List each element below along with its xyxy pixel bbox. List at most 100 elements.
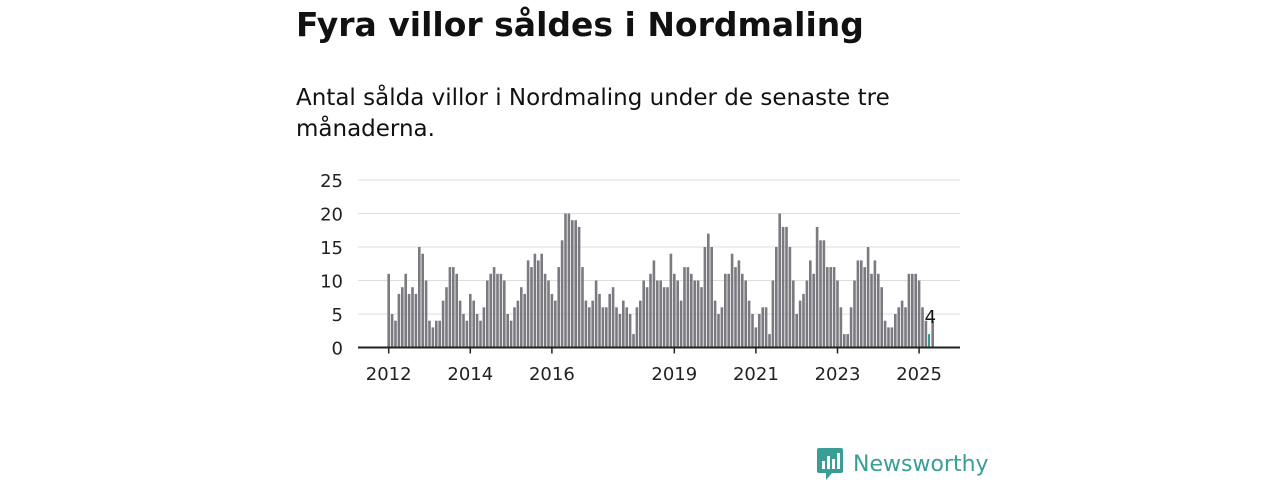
bar bbox=[856, 260, 860, 348]
bar bbox=[550, 293, 554, 348]
bar bbox=[639, 300, 642, 348]
bar bbox=[418, 247, 421, 348]
bar bbox=[883, 320, 887, 348]
bar bbox=[887, 327, 890, 348]
chart-title: Fyra villor såldes i Nordmaling bbox=[296, 5, 864, 44]
bar bbox=[496, 273, 499, 348]
bar bbox=[907, 273, 911, 348]
bar bbox=[666, 287, 669, 348]
y-tick-label: 5 bbox=[332, 305, 343, 326]
bar bbox=[598, 293, 601, 348]
bar bbox=[700, 287, 703, 348]
bar bbox=[574, 220, 577, 348]
x-axis-ticks: 2012 2014 2016 2019 2021 2023 2025 bbox=[366, 347, 942, 385]
bar bbox=[792, 280, 795, 348]
bar bbox=[836, 280, 839, 348]
bar bbox=[707, 233, 710, 348]
newsworthy-logo-icon bbox=[817, 448, 843, 480]
brand-logo: Newsworthy bbox=[815, 447, 989, 481]
bar bbox=[788, 247, 792, 348]
bar bbox=[778, 213, 781, 348]
bar bbox=[526, 260, 530, 348]
bar bbox=[924, 320, 928, 348]
bar bbox=[822, 240, 826, 348]
bar bbox=[815, 226, 819, 348]
bar bbox=[931, 320, 934, 348]
bar bbox=[469, 293, 472, 348]
bar bbox=[673, 273, 676, 348]
bar bbox=[448, 267, 452, 348]
bar bbox=[594, 280, 598, 348]
bar bbox=[683, 267, 686, 348]
bar bbox=[662, 287, 666, 348]
bar bbox=[649, 273, 652, 348]
bar bbox=[509, 320, 513, 348]
bar bbox=[880, 287, 883, 348]
bar bbox=[479, 320, 482, 348]
bar bbox=[928, 334, 930, 348]
bar bbox=[537, 260, 540, 348]
bar bbox=[747, 300, 751, 348]
bar bbox=[486, 280, 489, 348]
x-tick-label: 2025 bbox=[896, 364, 942, 385]
bar bbox=[730, 253, 734, 348]
bar bbox=[445, 287, 448, 348]
bar bbox=[717, 314, 720, 348]
bar bbox=[577, 226, 581, 348]
bar bbox=[520, 287, 523, 348]
x-tick-label: 2021 bbox=[733, 364, 779, 385]
x-tick-label: 2014 bbox=[447, 364, 493, 385]
bar bbox=[921, 307, 924, 348]
bar bbox=[503, 280, 506, 348]
y-axis-tick-labels: 0 5 10 15 20 25 bbox=[320, 171, 343, 360]
bar bbox=[754, 327, 758, 348]
bar bbox=[744, 280, 747, 348]
bar bbox=[656, 280, 659, 348]
y-tick-label: 25 bbox=[320, 171, 343, 192]
bar bbox=[625, 307, 628, 348]
bar bbox=[414, 293, 418, 348]
bar bbox=[421, 253, 424, 348]
y-tick-label: 10 bbox=[320, 272, 343, 293]
bar bbox=[584, 300, 588, 348]
bar bbox=[554, 300, 557, 348]
bar bbox=[516, 300, 520, 348]
bar bbox=[724, 273, 727, 348]
bar bbox=[866, 247, 870, 348]
bar bbox=[751, 314, 754, 348]
bar bbox=[696, 280, 700, 348]
bar bbox=[387, 273, 390, 348]
bar bbox=[679, 300, 683, 348]
bar bbox=[462, 314, 465, 348]
bar bbox=[407, 293, 411, 348]
bar bbox=[540, 253, 543, 348]
bar bbox=[877, 273, 880, 348]
brand-name: Newsworthy bbox=[853, 451, 989, 477]
chart-subtitle: Antal sålda villor i Nordmaling under de… bbox=[296, 85, 890, 142]
bar bbox=[601, 307, 605, 348]
bar bbox=[894, 314, 897, 348]
bar bbox=[802, 293, 805, 348]
bar bbox=[832, 267, 836, 348]
bar bbox=[591, 300, 594, 348]
bar bbox=[547, 280, 550, 348]
bar bbox=[849, 307, 853, 348]
bar bbox=[608, 293, 611, 348]
bar bbox=[506, 314, 509, 348]
bar bbox=[581, 267, 584, 348]
y-tick-label: 20 bbox=[320, 205, 343, 226]
bar bbox=[564, 213, 567, 348]
y-tick-label: 0 bbox=[332, 339, 343, 360]
bar bbox=[860, 260, 863, 348]
bar bbox=[645, 287, 649, 348]
bar bbox=[465, 320, 469, 348]
bar bbox=[846, 334, 849, 348]
bar bbox=[805, 280, 809, 348]
bar bbox=[761, 307, 764, 348]
y-tick-label: 15 bbox=[320, 238, 343, 259]
x-tick-label: 2016 bbox=[529, 364, 575, 385]
bar bbox=[513, 307, 516, 348]
bar bbox=[458, 300, 462, 348]
bar bbox=[917, 280, 921, 348]
